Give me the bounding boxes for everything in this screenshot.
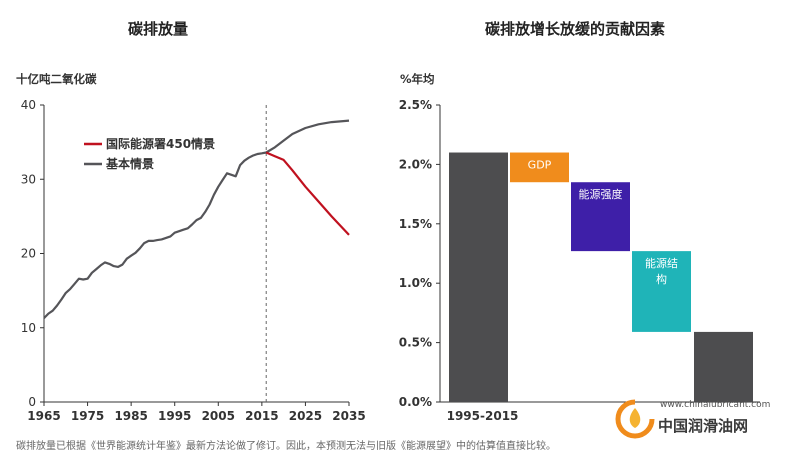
waterfall-bar-1 (510, 152, 569, 183)
right-chart-unit: %年均 (400, 72, 435, 86)
right-y-tick-label: 1.0% (399, 276, 432, 290)
right-y-tick-label: 0.5% (399, 336, 432, 350)
left-y-tick-label: 30 (21, 172, 36, 186)
watermark: www.chinalubricant.com 中国润滑油网 (612, 392, 782, 454)
left-y-tick-label: 40 (21, 98, 36, 112)
right-x-category-label: 1995-2015 (447, 409, 519, 423)
waterfall-bar-2 (571, 182, 630, 252)
left-x-tick-label: 1965 (27, 409, 60, 423)
left-y-tick-label: 10 (21, 321, 36, 335)
right-y-tick-label: 2.0% (399, 157, 432, 171)
waterfall-bar-4 (694, 331, 753, 402)
left-chart-unit: 十亿吨二氧化碳 (16, 72, 97, 86)
left-x-tick-label: 1985 (114, 409, 147, 423)
left-x-tick-label: 2025 (289, 409, 322, 423)
series-line-0 (43, 119, 350, 319)
right-chart-title: 碳排放增长放缓的贡献因素 (485, 20, 666, 38)
left-x-tick-label: 1995 (158, 409, 191, 423)
right-y-tick-label: 0.0% (399, 395, 432, 409)
waterfall-bar-label-1: GDP (528, 159, 552, 172)
watermark-name: 中国润滑油网 (658, 417, 749, 435)
left-x-tick-label: 1975 (71, 409, 104, 423)
series-line-1 (265, 151, 350, 236)
right-y-tick-label: 1.5% (399, 217, 432, 231)
waterfall-bar-3 (632, 251, 691, 332)
emissions-line-chart: 0 10 20 30 40 1965 1975 1985 1995 2005 2015 2025 203… (21, 98, 366, 423)
waterfall-bar-label-3: 构 (656, 272, 667, 286)
watermark-url: www.chinalubricant.com (660, 400, 771, 410)
left-x-tick-label: 2015 (245, 409, 278, 423)
left-y-tick-label: 20 (21, 247, 36, 261)
legend-label-1: 国际能源署450情景 (106, 136, 215, 151)
left-x-tick-label: 2035 (332, 409, 365, 423)
footnote: 碳排放量已根据《世界能源统计年鉴》最新方法论做了修订。因此，本预测无法与旧版《能… (16, 441, 556, 452)
right-y-tick-label: 2.5% (399, 98, 432, 112)
watermark-logo-icon (615, 399, 655, 439)
waterfall-bar-label-2: 能源强度 (579, 187, 623, 201)
waterfall-bar-label-3: 能源结 (645, 256, 678, 270)
waterfall-bar-0 (449, 152, 508, 402)
left-x-tick-label: 2005 (202, 409, 235, 423)
left-chart-title: 碳排放量 (128, 20, 189, 38)
left-y-tick-label: 0 (28, 395, 36, 409)
legend-label-0: 基本情景 (105, 156, 154, 171)
